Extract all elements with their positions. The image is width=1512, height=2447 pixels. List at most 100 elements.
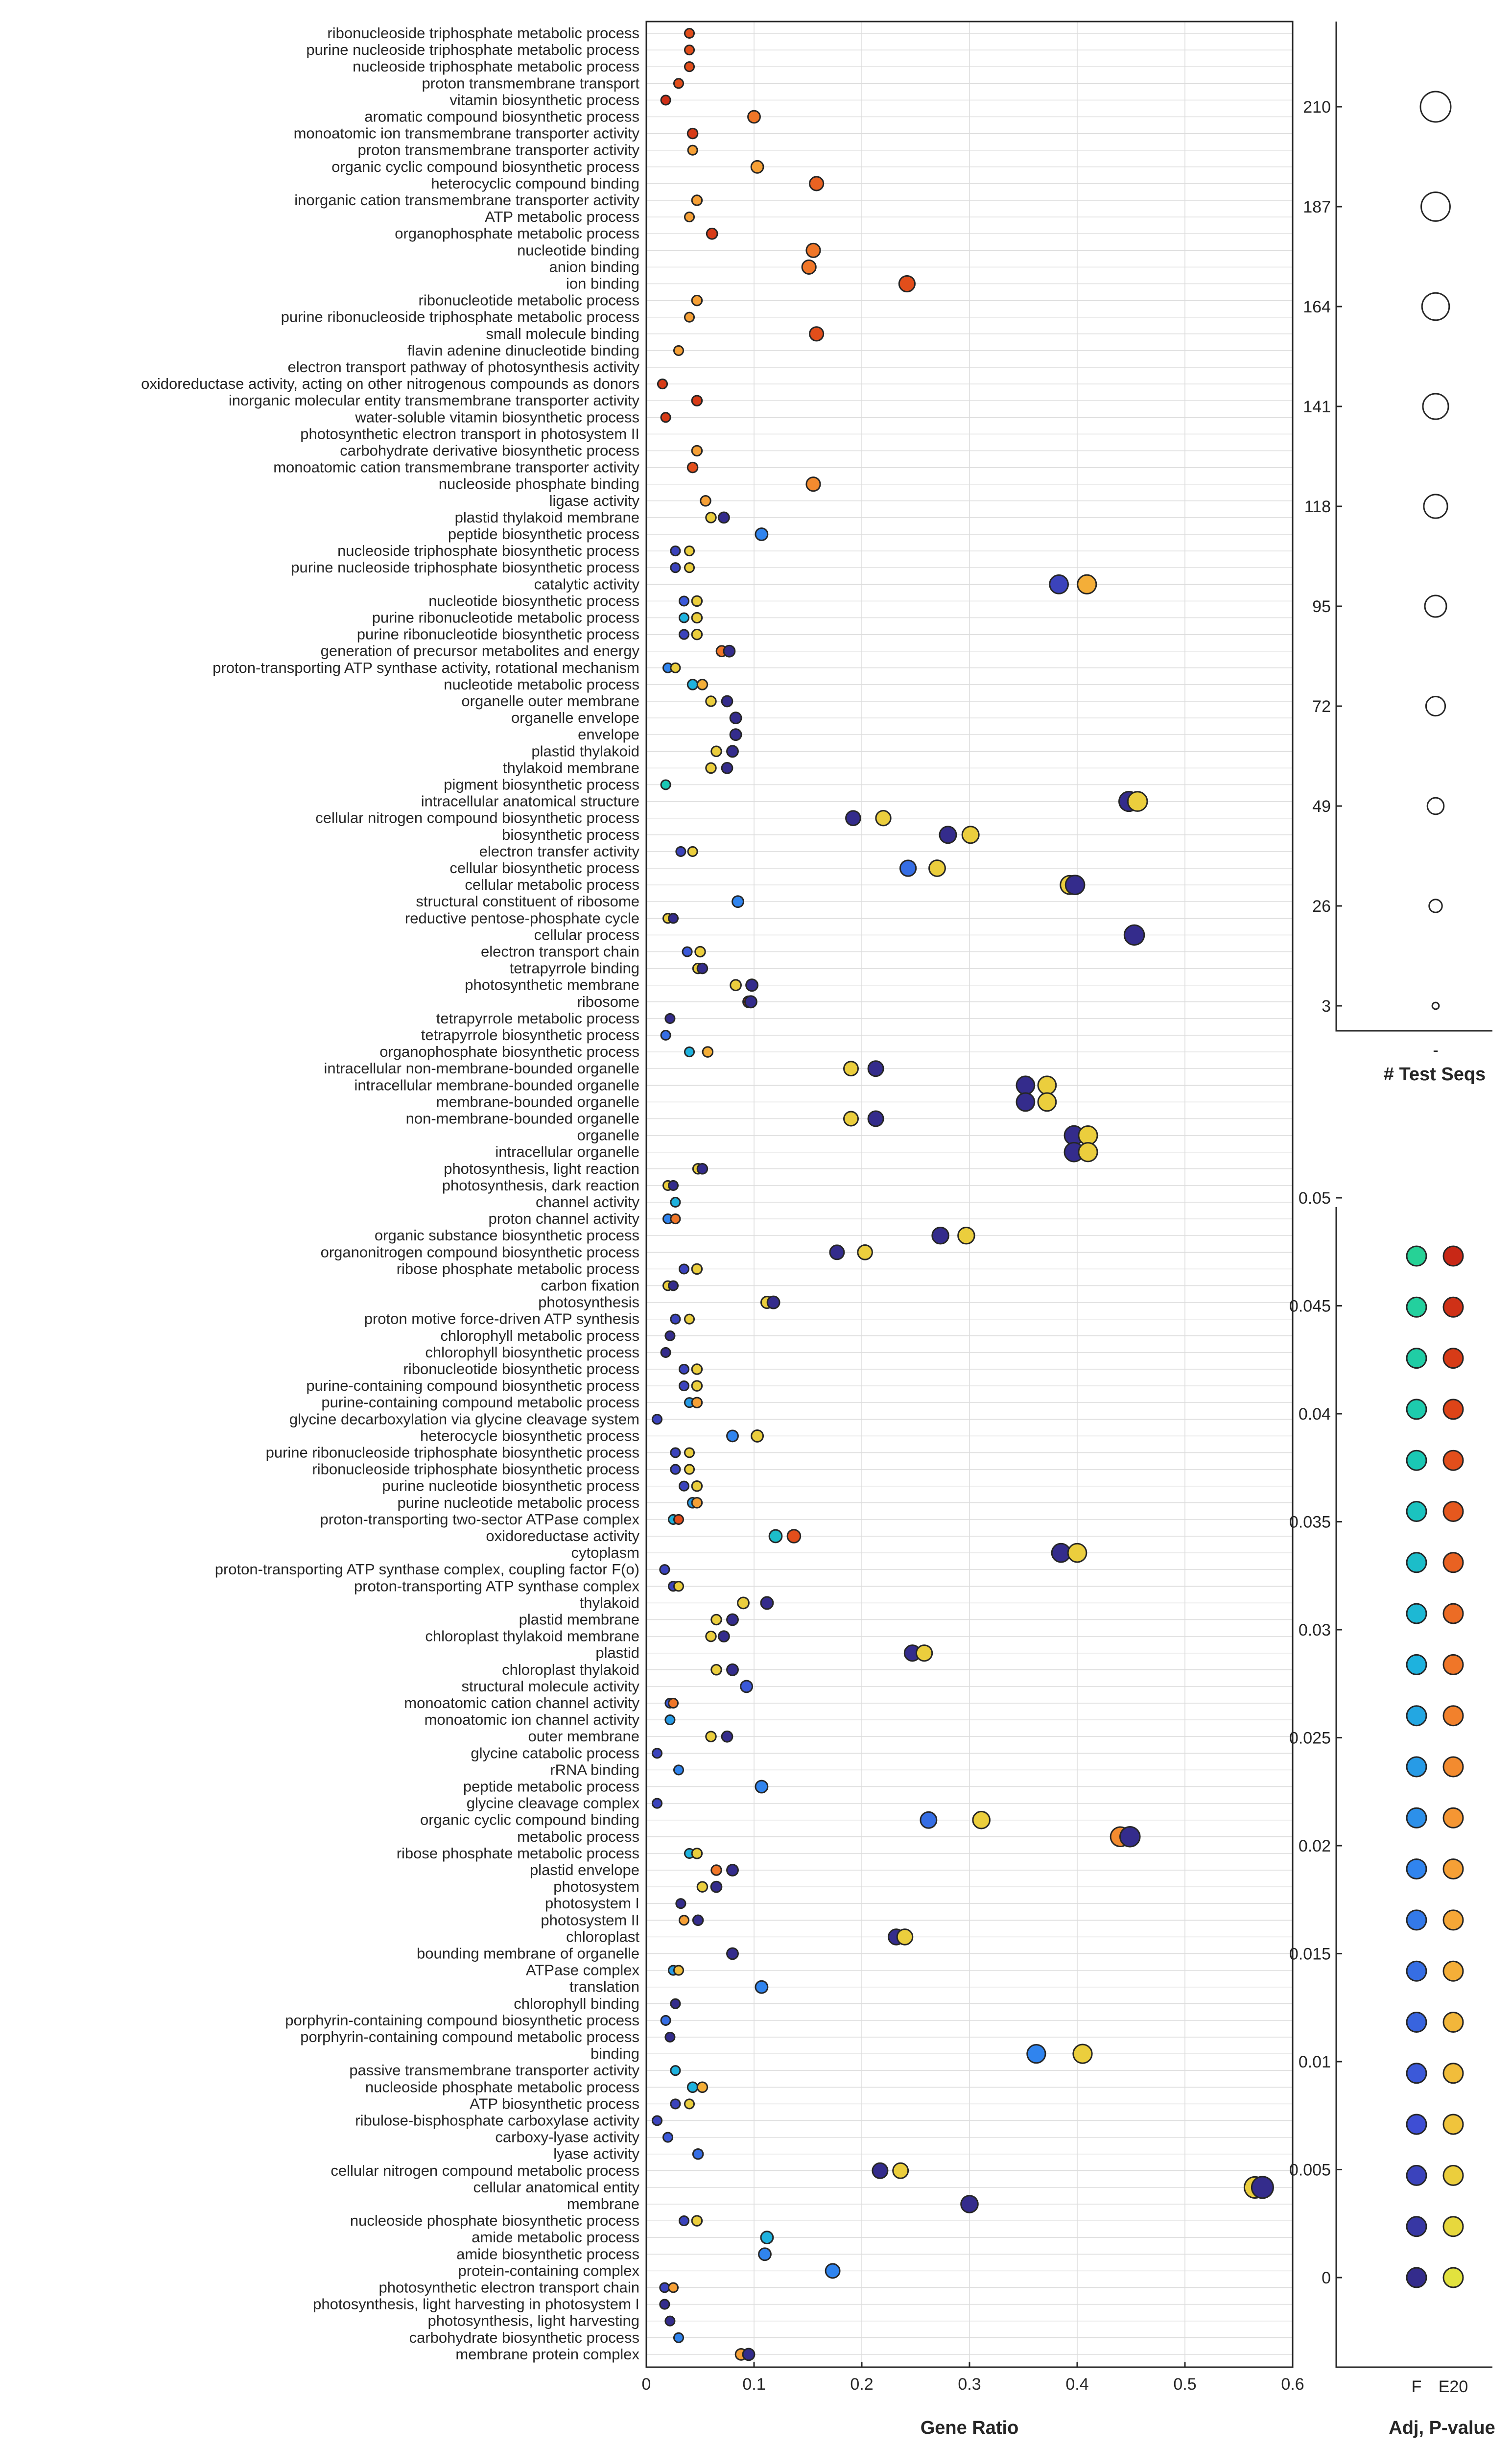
data-point-f bbox=[758, 2247, 772, 2261]
data-point-e20 bbox=[875, 810, 892, 827]
size-legend-stray-tick: - bbox=[1433, 1041, 1438, 1060]
term-label: electron transport chain bbox=[481, 943, 639, 960]
data-point-f bbox=[678, 629, 690, 640]
term-label: intracellular membrane-bounded organelle bbox=[354, 1076, 639, 1093]
term-label: vitamin biosynthetic process bbox=[449, 91, 639, 108]
term-label: nucleoside phosphate biosynthetic proces… bbox=[350, 2212, 639, 2229]
data-point-e20 bbox=[691, 1480, 703, 1492]
data-point-e20 bbox=[710, 1614, 722, 1626]
data-point-e20 bbox=[1127, 791, 1148, 812]
data-point-f bbox=[670, 2065, 681, 2076]
x-tick-label: 0.6 bbox=[1281, 2375, 1304, 2394]
term-label: amide metabolic process bbox=[472, 2229, 639, 2246]
data-point-e20 bbox=[684, 311, 695, 323]
size-tick-label: 187 bbox=[1303, 198, 1331, 216]
term-label: purine-containing compound biosynthetic … bbox=[306, 1377, 639, 1394]
color-legend-dot-f bbox=[1406, 2063, 1427, 2084]
term-label: tetrapyrrole biosynthetic process bbox=[421, 1026, 639, 1044]
data-point-e20 bbox=[805, 242, 821, 258]
term-label: nucleotide binding bbox=[517, 241, 639, 259]
term-label: ribosome bbox=[577, 993, 640, 1010]
data-point-e20 bbox=[686, 461, 699, 474]
data-point-f bbox=[659, 2299, 670, 2310]
data-point-e20 bbox=[702, 1046, 714, 1058]
color-tick-label: 0.04 bbox=[1299, 1405, 1331, 1424]
term-label: lyase activity bbox=[553, 2145, 639, 2162]
data-point-e20 bbox=[957, 1226, 975, 1245]
size-legend-circle bbox=[1421, 292, 1450, 321]
data-point-f bbox=[660, 2015, 671, 2026]
data-point-e20 bbox=[706, 227, 718, 240]
data-point-f bbox=[664, 1013, 676, 1024]
color-legend-dot-e20 bbox=[1442, 1858, 1464, 1880]
term-label: proton-transporting two-sector ATPase co… bbox=[320, 1511, 640, 1528]
term-label: photosynthesis, dark reaction bbox=[442, 1177, 639, 1194]
color-tick-label: 0.02 bbox=[1299, 1837, 1331, 1855]
term-label: electron transport pathway of photosynth… bbox=[287, 358, 639, 376]
size-tick-label: 3 bbox=[1322, 997, 1331, 1016]
size-legend-items: 210 187 164 141 118 95 72 49 26 3 bbox=[1303, 91, 1452, 1016]
term-label: purine ribonucleotide biosynthetic proce… bbox=[357, 626, 639, 643]
data-point-e20 bbox=[670, 662, 681, 673]
color-legend-dot-f bbox=[1406, 1348, 1427, 1369]
term-label: organelle outer membrane bbox=[461, 692, 639, 710]
data-point-f bbox=[732, 895, 744, 908]
data-point-e20 bbox=[747, 110, 761, 124]
term-label: thylakoid membrane bbox=[503, 759, 639, 776]
term-label: binding bbox=[591, 2045, 639, 2062]
term-label: photosynthetic electron transport in pho… bbox=[300, 425, 639, 442]
data-point-e20 bbox=[691, 445, 703, 457]
term-label: chlorophyll biosynthetic process bbox=[425, 1344, 639, 1361]
data-point-f bbox=[659, 1564, 670, 1575]
data-point-f bbox=[1016, 1092, 1036, 1112]
data-point-e20 bbox=[750, 160, 764, 174]
term-label: cellular metabolic process bbox=[465, 876, 639, 893]
term-label: organic substance biosynthetic process bbox=[375, 1227, 639, 1244]
data-point-e20 bbox=[892, 2162, 909, 2179]
size-tick-label: 210 bbox=[1303, 98, 1331, 117]
term-label: flavin adenine dinucleotide binding bbox=[407, 342, 639, 359]
data-point-f bbox=[660, 779, 671, 790]
data-point-e20 bbox=[710, 745, 722, 758]
data-point-f bbox=[845, 810, 861, 827]
data-point-f bbox=[729, 712, 742, 725]
term-label: cellular nitrogen compound metabolic pro… bbox=[331, 2162, 639, 2179]
data-point-e20 bbox=[684, 546, 695, 557]
data-point-f bbox=[670, 1447, 681, 1458]
size-tick-label: 164 bbox=[1303, 298, 1331, 316]
color-legend-dot-e20 bbox=[1442, 1552, 1464, 1573]
data-point-e20 bbox=[673, 1514, 685, 1525]
color-legend-dot-f bbox=[1406, 1501, 1427, 1522]
size-legend-circle bbox=[1420, 191, 1451, 222]
data-point-f bbox=[760, 1596, 774, 1610]
term-label: ribose phosphate metabolic process bbox=[397, 1845, 639, 1862]
size-legend-circle bbox=[1431, 1001, 1440, 1010]
data-point-f bbox=[726, 1613, 739, 1626]
data-point-f bbox=[729, 728, 742, 741]
data-point-f bbox=[675, 846, 686, 857]
size-tick-label: 118 bbox=[1304, 498, 1331, 516]
data-point-f bbox=[755, 1980, 769, 1994]
data-point-e20 bbox=[687, 144, 698, 156]
term-label: photosystem II bbox=[541, 1911, 639, 1928]
term-label: intracellular organelle bbox=[495, 1143, 639, 1161]
data-point-f bbox=[692, 2148, 704, 2160]
data-point-e20 bbox=[667, 2282, 679, 2293]
color-legend-dot-f bbox=[1406, 1552, 1427, 1573]
data-point-e20 bbox=[737, 1596, 750, 1610]
term-label: nucleotide metabolic process bbox=[444, 676, 639, 693]
data-point-f bbox=[660, 1029, 671, 1041]
data-point-e20 bbox=[691, 294, 703, 307]
data-point-e20 bbox=[673, 1581, 685, 1592]
color-tick-label: 0.01 bbox=[1299, 2053, 1331, 2071]
color-legend-items: 0.05 0.045 0.04 0.035 0.03 0.025 0.02 0.015 0.01… bbox=[1289, 1189, 1464, 2288]
data-point-e20 bbox=[730, 979, 742, 992]
data-point-f bbox=[670, 2098, 681, 2110]
x-tick-label: 0 bbox=[642, 2375, 651, 2394]
data-point-f bbox=[678, 595, 690, 607]
data-point-e20 bbox=[696, 679, 709, 690]
term-label: photosynthetic electron transport chain bbox=[379, 2279, 639, 2296]
data-point-e20 bbox=[684, 562, 695, 573]
data-point-f bbox=[766, 1295, 780, 1309]
term-label: photosynthesis, light harvesting in phot… bbox=[313, 2296, 639, 2313]
